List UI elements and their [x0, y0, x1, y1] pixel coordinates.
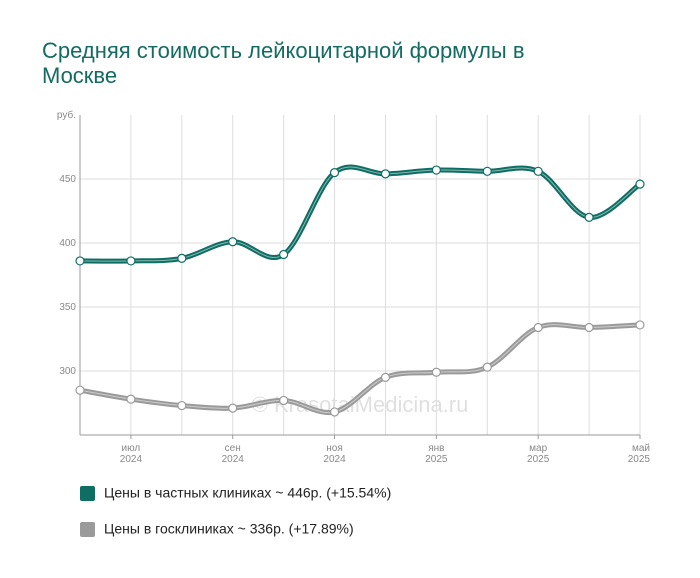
x-tick-label-line: 2024	[222, 454, 245, 465]
data-point	[329, 407, 340, 417]
y-tick-label: 350	[59, 302, 76, 313]
data-point	[75, 385, 85, 395]
data-point	[380, 169, 391, 179]
data-point	[584, 212, 594, 222]
data-point	[533, 322, 543, 333]
x-tick-label-line: янв	[428, 443, 444, 454]
data-point	[533, 166, 543, 176]
data-point	[126, 394, 136, 404]
y-tick-label: 400	[59, 238, 76, 249]
data-point	[482, 362, 492, 372]
x-tick-label-line: май	[632, 443, 650, 454]
data-point	[75, 256, 85, 266]
data-point	[329, 168, 340, 178]
data-point	[431, 165, 441, 175]
data-point	[279, 249, 289, 260]
x-tick-label-line: мар	[529, 443, 547, 454]
data-point	[177, 253, 187, 263]
x-tick-label: янв 2025	[425, 443, 448, 465]
data-point	[177, 400, 187, 411]
x-tick-label: мар 2025	[527, 443, 550, 465]
x-tick-label-line: 2025	[628, 454, 651, 465]
legend-swatch	[80, 522, 95, 537]
legend-label: Цены в частных клиниках ~ 446р. (+15.54%…	[104, 485, 391, 501]
data-point	[635, 179, 645, 189]
data-point	[635, 320, 645, 330]
x-tick-label-line: ноя	[326, 443, 343, 454]
series-line	[79, 164, 642, 264]
legend-swatch	[80, 486, 95, 501]
x-tick-label: июл 2024	[120, 443, 143, 465]
y-axis-label: руб.	[57, 109, 76, 121]
data-point	[279, 395, 289, 406]
x-tick-label-line: 2025	[425, 454, 448, 465]
x-tick-label: май 2025	[628, 443, 651, 465]
legend-label: Цены в госклиниках ~ 336р. (+17.89%)	[104, 521, 354, 537]
data-point	[380, 372, 391, 382]
data-point	[431, 367, 441, 377]
x-tick-label: сен 2024	[222, 443, 245, 465]
data-point	[228, 403, 238, 413]
x-tick-label: ноя 2024	[323, 443, 346, 465]
data-point	[482, 166, 492, 176]
y-tick-label: 300	[59, 366, 76, 377]
data-point	[228, 237, 238, 247]
series-line-highlight	[79, 166, 641, 262]
x-tick-label-line: 2024	[120, 454, 143, 465]
data-point	[126, 256, 136, 266]
chart-title: Средняя стоимость лейкоцитарной формулы …	[42, 38, 525, 88]
x-tick-label-line: 2025	[527, 454, 550, 465]
x-tick-label-line: сен	[225, 443, 241, 454]
x-tick-label-line: 2024	[323, 454, 346, 465]
x-tick-label-line: июл	[122, 443, 141, 454]
data-point	[584, 322, 594, 333]
y-tick-label: 450	[59, 174, 76, 185]
